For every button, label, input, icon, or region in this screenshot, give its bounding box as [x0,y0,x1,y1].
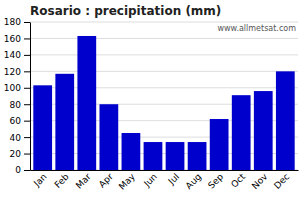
bar [122,133,141,170]
y-tick-mark [24,88,30,89]
y-tick: 20 [10,149,30,159]
y-axis: 0 20 40 60 80 100 120 140 160 180 [4,17,31,175]
x-tick: Apr [97,171,115,189]
x-tick-label: Jan [31,172,49,190]
y-tick-mark [24,121,30,122]
y-tick-label: 180 [4,17,21,27]
x-tick: Jan [31,172,49,190]
x-tick-label: Apr [97,171,115,189]
y-tick: 80 [10,100,30,110]
bars [33,36,294,170]
x-tick-label: Mar [74,171,93,190]
y-tick-label: 40 [10,132,22,142]
y-tick-mark [24,71,30,72]
bar [210,119,229,170]
bar [33,85,52,170]
x-tick: Jul [166,172,181,187]
bar [276,71,295,170]
y-tick-mark [24,104,30,105]
y-tick-label: 20 [10,149,22,159]
x-tick-label: May [117,171,138,192]
bar [188,142,207,170]
x-tick-label: Sep [206,171,225,190]
y-axis-line [30,23,31,171]
x-tick-label: Jun [141,172,159,190]
y-tick: 160 [4,34,30,44]
y-tick-mark [24,22,30,23]
x-tick-label: Oct [229,171,247,189]
x-axis-line [31,170,299,171]
x-tick-label: Dec [272,172,291,191]
bar [99,104,118,170]
y-tick-label: 140 [4,50,21,60]
x-tick-label: Aug [184,172,204,192]
x-tick-label: Nov [250,171,270,191]
chart: 020406080100120140160180JanFebMarAprMayJ… [0,0,306,200]
y-tick-label: 60 [10,116,22,126]
y-tick: 40 [10,132,30,142]
y-tick: 60 [10,116,30,126]
y-tick-mark [24,38,30,39]
y-tick: 100 [4,83,30,93]
x-tick: Oct [229,171,247,189]
bar [55,74,74,170]
x-tick: Feb [52,171,71,190]
grid-line [30,54,298,55]
bar [77,36,96,170]
y-tick-label: 160 [4,34,21,44]
plot: 020406080100120140160180JanFebMarAprMayJ… [4,17,299,191]
grid-line [30,38,298,39]
y-tick-mark [24,137,30,138]
watermark: www.allmetsat.com [218,24,297,33]
x-axis: JanFebMarAprMayJun JulAugSepOctNovDec [31,171,299,192]
y-tick-label: 120 [4,67,21,77]
y-tick-mark [24,170,30,171]
bar [166,142,185,170]
x-tick: Dec [272,172,291,191]
x-tick: Jun [141,172,159,190]
y-tick-mark [24,154,30,155]
x-tick: Nov [250,171,270,191]
x-tick: Aug [184,172,204,192]
x-tick-label: Jul [166,172,181,187]
y-tick: 180 [4,17,30,27]
x-tick: Mar [74,171,93,190]
bar [254,91,273,170]
x-tick: May [117,171,138,192]
y-tick-label: 80 [10,100,22,110]
y-tick: 120 [4,67,30,77]
grid-line [30,22,298,23]
y-tick-label: 0 [15,165,21,175]
bar [232,95,251,170]
y-tick: 0 [15,165,30,175]
y-tick: 140 [4,50,30,60]
x-tick-label: Feb [52,171,71,190]
y-tick-label: 100 [4,83,21,93]
x-tick: Sep [206,171,225,190]
grid-line [30,71,298,72]
title: Rosario : precipitation (mm) [30,4,221,18]
annotations: www.allmetsat.com [218,24,297,33]
y-tick-mark [24,55,30,56]
bar [144,142,163,170]
grid [30,22,298,170]
